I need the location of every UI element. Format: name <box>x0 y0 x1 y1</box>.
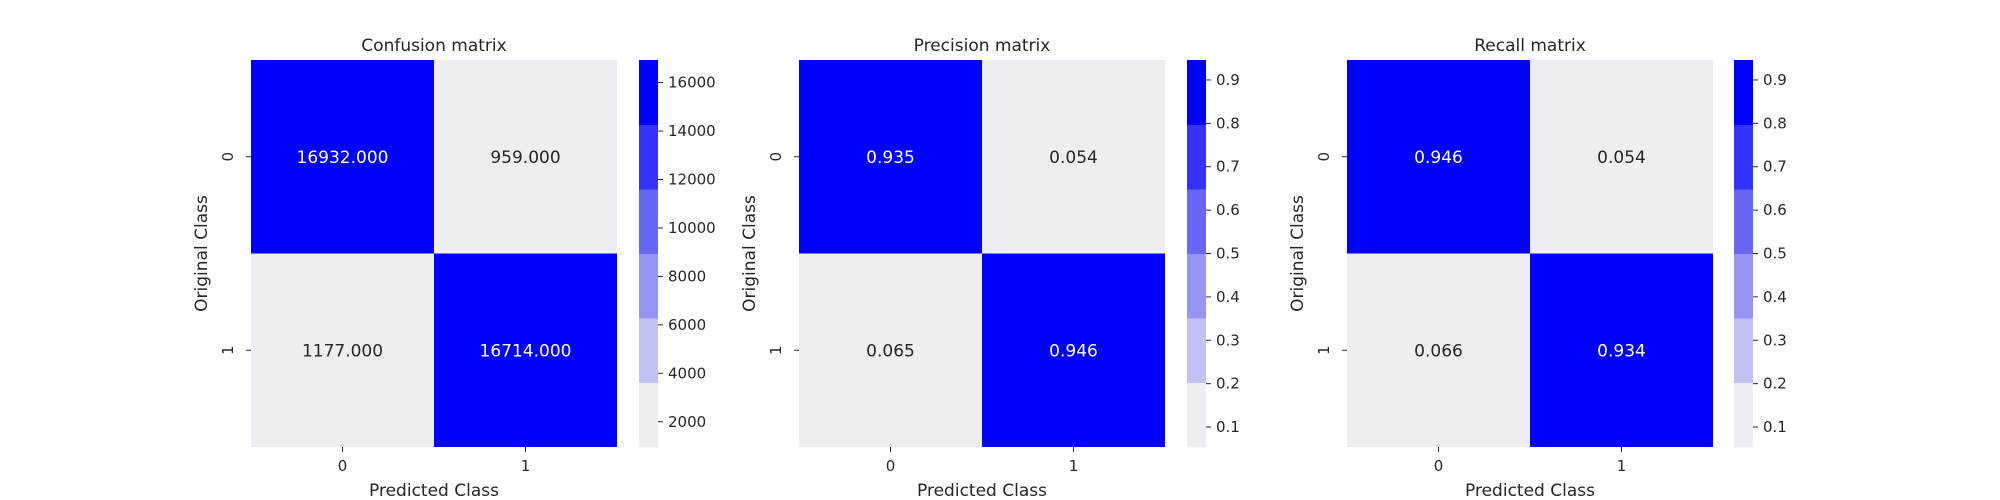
cell-value-label: 0.935 <box>866 148 915 168</box>
colorbar-tick-label: 0.1 <box>1763 418 1787 436</box>
colorbar-tick-label: 0.7 <box>1763 158 1787 176</box>
heatmap-panel: 0.946 0.054 0.066 0.934 Recall matrix 0 1 Predi… <box>1288 36 1787 500</box>
cell-value-label: 0.066 <box>1414 341 1463 361</box>
colorbar-tick-label: 0.2 <box>1763 375 1787 393</box>
colorbar-band <box>1734 382 1753 448</box>
chart-title: Recall matrix <box>1474 36 1586 56</box>
colorbar-band <box>1187 253 1206 319</box>
colorbar-band <box>639 318 658 383</box>
colorbar-band <box>639 189 658 254</box>
colorbar-tick-label: 8000 <box>668 267 706 285</box>
colorbar-tick-label: 0.3 <box>1216 331 1240 349</box>
y-tick-label: 0 <box>1315 152 1333 162</box>
x-axis-label: Predicted Class <box>917 481 1047 500</box>
colorbar-tick-label: 0.6 <box>1216 201 1240 219</box>
colorbar-tick-label: 0.8 <box>1763 114 1787 132</box>
heatmap-panel: 0.935 0.054 0.065 0.946 Precision matrix 0 1 Pr… <box>740 36 1240 500</box>
colorbar-tick-label: 0.6 <box>1763 201 1787 219</box>
colorbar-tick-label: 0.3 <box>1763 331 1787 349</box>
colorbar-band <box>1734 189 1753 254</box>
cell-value-label: 16932.000 <box>297 148 389 168</box>
x-tick-label: 0 <box>338 457 348 475</box>
y-axis-label: Original Class <box>192 195 212 312</box>
colorbar-band <box>1187 60 1206 125</box>
colorbar-band <box>1734 253 1753 319</box>
x-tick-label: 0 <box>886 457 896 475</box>
y-tick-label: 1 <box>1315 345 1333 355</box>
colorbar-tick-label: 12000 <box>668 170 716 188</box>
heatmap-cell <box>1347 60 1530 254</box>
cell-value-label: 1177.000 <box>302 341 383 361</box>
heatmap-cell <box>1347 253 1530 447</box>
cell-value-label: 959.000 <box>490 148 560 168</box>
heatmap-cell <box>799 253 982 447</box>
colorbar-band <box>1187 189 1206 254</box>
colorbar-band <box>1187 318 1206 383</box>
colorbar-tick-label: 16000 <box>668 74 716 92</box>
colorbar-tick-label: 0.5 <box>1763 245 1787 263</box>
colorbar-tick-label: 6000 <box>668 316 706 334</box>
cell-value-label: 0.946 <box>1049 341 1098 361</box>
chart-title: Precision matrix <box>914 36 1051 56</box>
heatmap-panel: 16932.000 959.000 1177.000 16714.000 Confusi… <box>192 36 716 500</box>
colorbar-tick-label: 4000 <box>668 364 706 382</box>
heatmap-cell <box>982 253 1165 447</box>
colorbar-tick-label: 0.2 <box>1216 375 1240 393</box>
cell-value-label: 16714.000 <box>480 341 572 361</box>
colorbar-band <box>1734 60 1753 125</box>
cell-value-label: 0.934 <box>1597 341 1646 361</box>
colorbar-tick-label: 0.4 <box>1216 288 1240 306</box>
colorbar-tick-label: 0.5 <box>1216 245 1240 263</box>
cell-value-label: 0.946 <box>1414 148 1463 168</box>
heatmap-cell <box>251 253 434 447</box>
colorbar-band <box>639 124 658 190</box>
heatmap-cell <box>434 60 617 254</box>
colorbar-band <box>1187 382 1206 448</box>
y-tick-label: 0 <box>219 152 237 162</box>
y-axis-label: Original Class <box>1288 195 1308 312</box>
cell-value-label: 0.054 <box>1049 148 1098 168</box>
colorbar-tick-label: 2000 <box>668 413 706 431</box>
colorbar-tick-label: 0.9 <box>1763 71 1787 89</box>
x-tick-label: 1 <box>1069 457 1079 475</box>
x-axis-label: Predicted Class <box>1465 481 1595 500</box>
y-tick-label: 1 <box>767 345 785 355</box>
colorbar-band <box>1187 124 1206 190</box>
heatmap-cell <box>1530 60 1713 254</box>
colorbar-tick-label: 0.1 <box>1216 418 1240 436</box>
heatmap-cell <box>434 253 617 447</box>
cell-value-label: 0.054 <box>1597 148 1646 168</box>
x-tick-label: 1 <box>521 457 531 475</box>
cell-value-label: 0.065 <box>866 341 915 361</box>
colorbar-band <box>639 253 658 319</box>
x-axis-label: Predicted Class <box>369 481 499 500</box>
x-tick-label: 1 <box>1617 457 1627 475</box>
colorbar-tick-label: 10000 <box>668 219 716 237</box>
y-axis-label: Original Class <box>740 195 760 312</box>
colorbar-tick-label: 0.7 <box>1216 158 1240 176</box>
heatmap-cell <box>799 60 982 254</box>
colorbar-band <box>639 382 658 448</box>
colorbar-tick-label: 0.9 <box>1216 71 1240 89</box>
colorbar-band <box>1734 124 1753 190</box>
colorbar-band <box>1734 318 1753 383</box>
colorbar-tick-label: 14000 <box>668 122 716 140</box>
colorbar-tick-label: 0.4 <box>1763 288 1787 306</box>
heatmap-cell <box>982 60 1165 254</box>
colorbar-tick-label: 0.8 <box>1216 114 1240 132</box>
heatmap-cell <box>251 60 434 254</box>
y-tick-label: 0 <box>767 152 785 162</box>
colorbar-band <box>639 60 658 125</box>
chart-title: Confusion matrix <box>361 36 506 56</box>
heatmap-cell <box>1530 253 1713 447</box>
x-tick-label: 0 <box>1434 457 1444 475</box>
y-tick-label: 1 <box>219 345 237 355</box>
